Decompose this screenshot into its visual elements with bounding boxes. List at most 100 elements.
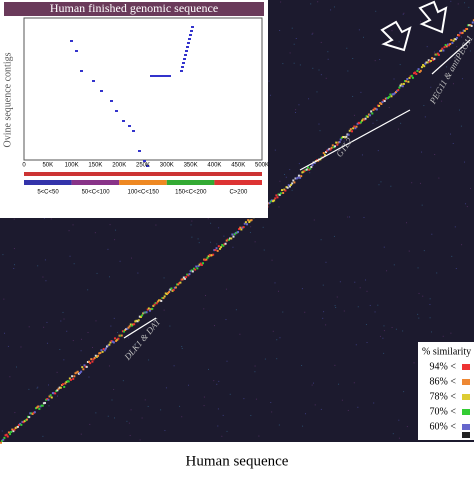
noise-dot <box>128 422 130 424</box>
diagonal-dot <box>389 93 392 96</box>
noise-dot <box>293 62 295 64</box>
diagonal-dot <box>380 102 383 105</box>
diagonal-dot <box>195 265 198 268</box>
noise-dot <box>464 2 466 4</box>
noise-dot <box>349 216 351 218</box>
diagonal-dot <box>108 343 111 346</box>
noise-dot <box>392 433 394 435</box>
diagonal-dot <box>291 182 294 185</box>
noise-dot <box>289 169 291 171</box>
diagonal-dot <box>306 166 309 169</box>
noise-dot <box>298 163 300 165</box>
noise-dot <box>108 365 110 367</box>
noise-dot <box>28 326 30 328</box>
diagonal-dot <box>409 75 412 78</box>
noise-dot <box>62 311 64 313</box>
noise-dot <box>117 331 119 333</box>
diagonal-dot <box>97 354 100 357</box>
diagonal-dot <box>62 383 65 386</box>
diagonal-dot <box>232 235 235 238</box>
diagonal-dot <box>115 339 118 342</box>
noise-dot <box>44 259 46 261</box>
legend-label: 86% < <box>430 376 457 387</box>
noise-dot <box>279 337 281 339</box>
noise-dot <box>382 337 384 339</box>
noise-dot <box>418 292 420 294</box>
inset-title-bar <box>4 2 264 16</box>
diagonal-dot <box>154 302 157 305</box>
range-arrow <box>123 317 157 339</box>
diagonal-dot <box>250 219 253 222</box>
noise-dot <box>147 405 149 407</box>
noise-dot <box>398 41 400 43</box>
diagonal-dot <box>77 372 80 375</box>
diagonal-dot <box>243 222 246 225</box>
diagonal-dot <box>221 243 224 246</box>
noise-dot <box>418 317 420 319</box>
diagonal-dot <box>178 282 181 285</box>
diagonal-dot <box>119 334 122 337</box>
diagonal-dot <box>58 386 61 389</box>
diagonal-dot <box>202 262 205 265</box>
noise-dot <box>421 151 423 153</box>
noise-dot <box>218 227 220 229</box>
noise-dot <box>254 241 256 243</box>
diagonal-dot <box>220 246 223 249</box>
inset-dot <box>80 70 83 72</box>
diagonal-dot <box>455 36 458 39</box>
inset-x-tick-label: 300K <box>160 163 174 169</box>
noise-dot <box>137 272 139 274</box>
noise-dot <box>304 311 306 313</box>
diagonal-dot <box>130 324 133 327</box>
noise-dot <box>36 387 38 389</box>
inset-plot-area <box>23 17 263 161</box>
diagonal-dot <box>128 325 131 328</box>
noise-dot <box>334 364 336 366</box>
noise-dot <box>465 203 467 205</box>
noise-dot <box>235 309 237 311</box>
diagonal-dot <box>10 430 13 433</box>
noise-dot <box>28 388 30 390</box>
noise-dot <box>398 128 400 130</box>
noise-dot <box>95 412 97 414</box>
noise-dot <box>130 409 132 411</box>
diagonal-dot <box>401 85 404 88</box>
diagonal-dot <box>109 341 112 344</box>
diagonal-dot <box>388 95 391 98</box>
noise-dot <box>347 216 349 218</box>
noise-dot <box>357 306 359 308</box>
noise-dot <box>312 67 314 69</box>
noise-dot <box>250 414 252 416</box>
diagonal-dot <box>74 372 77 375</box>
noise-dot <box>446 66 448 68</box>
noise-dot <box>454 226 456 228</box>
diagonal-dot <box>299 176 302 179</box>
range-arrow <box>299 109 411 171</box>
diagonal-dot <box>129 323 132 326</box>
diagonal-dot <box>223 243 226 246</box>
diagonal-dot <box>124 329 127 332</box>
noise-dot <box>468 6 470 8</box>
diagonal-dot <box>242 226 245 229</box>
diagonal-dot <box>354 127 357 130</box>
noise-dot <box>129 354 131 356</box>
noise-dot <box>450 332 452 334</box>
diagonal-dot <box>370 110 373 113</box>
diagonal-dot <box>270 199 273 202</box>
inset-dot <box>183 58 186 60</box>
diagonal-dot <box>163 295 166 298</box>
diagonal-dot <box>419 69 422 72</box>
inset-dot <box>186 46 189 48</box>
noise-dot <box>453 83 455 85</box>
noise-dot <box>181 347 183 349</box>
diagonal-dot <box>162 297 165 300</box>
diagonal-dot <box>113 337 116 340</box>
noise-dot <box>417 267 419 269</box>
diagonal-dot <box>204 258 207 261</box>
diagonal-dot <box>100 349 103 352</box>
inset-bar-legend-label: C>200 <box>229 190 248 196</box>
noise-dot <box>284 173 286 175</box>
inset-x-tick-label: 500K <box>255 163 269 169</box>
diagonal-dot <box>185 276 188 279</box>
inset-dot <box>122 120 125 122</box>
